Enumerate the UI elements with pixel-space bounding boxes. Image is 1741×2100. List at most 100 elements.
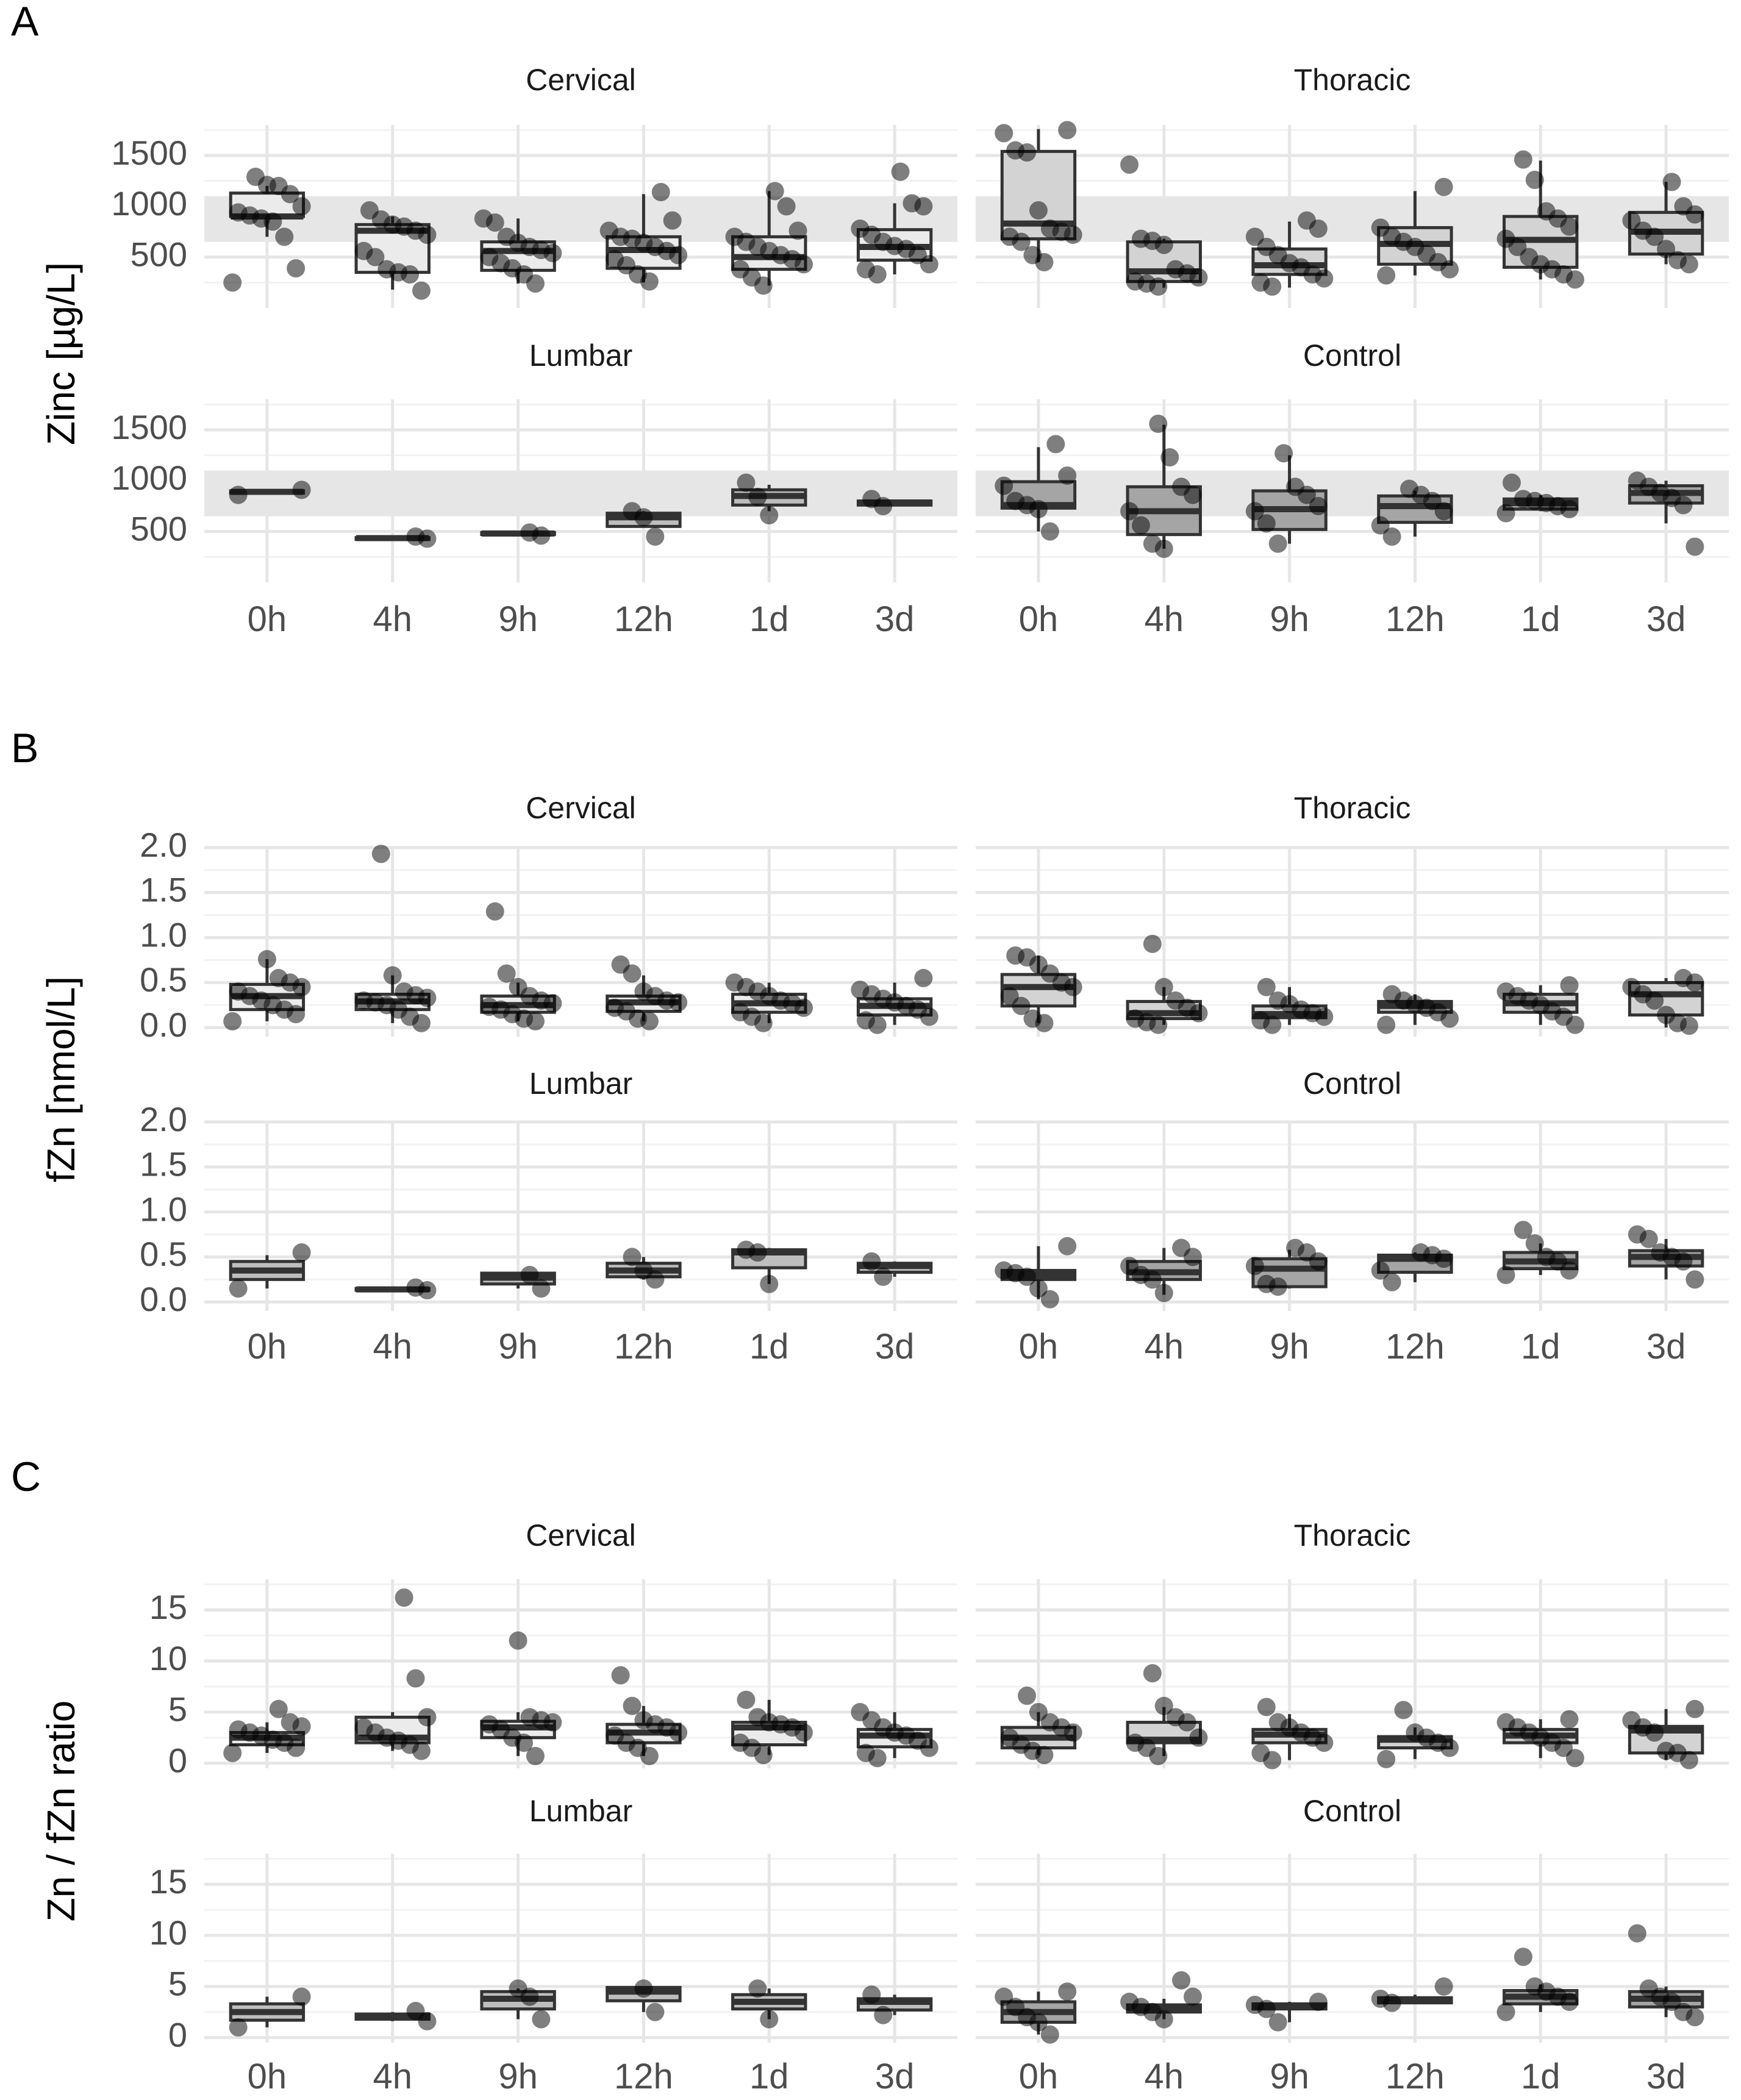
data-point: [406, 527, 425, 546]
data-point: [509, 1979, 527, 1998]
data-point: [851, 980, 870, 999]
box-group: [1245, 444, 1328, 553]
box-group: [480, 523, 556, 545]
data-point: [1058, 1982, 1077, 2001]
data-point: [1371, 1261, 1390, 1280]
data-point: [1251, 1743, 1270, 1762]
data-point: [1268, 2013, 1287, 2032]
box-group: [1371, 479, 1453, 546]
box-group: [1628, 1225, 1704, 1289]
data-point: [229, 1279, 248, 1298]
y-tick-label: 1000: [111, 184, 187, 223]
data-point: [1000, 987, 1019, 1005]
data-point: [480, 998, 499, 1016]
data-point: [737, 1690, 756, 1709]
data-point: [1245, 1996, 1264, 2014]
data-point: [663, 211, 682, 230]
y-tick-label: 2.0: [140, 826, 187, 864]
data-point: [1149, 415, 1168, 433]
x-tick-label: 9h: [498, 1327, 538, 1366]
data-point: [1525, 1977, 1544, 1996]
y-tick-label: 0.0: [140, 1280, 187, 1318]
data-point: [480, 248, 499, 266]
data-point: [1143, 934, 1162, 953]
data-point: [1120, 155, 1139, 174]
data-point: [1394, 1701, 1413, 1720]
data-point: [903, 194, 921, 213]
data-point: [777, 197, 796, 216]
data-point: [1525, 171, 1544, 189]
data-point: [1245, 227, 1264, 246]
box-group: [1120, 1971, 1203, 2029]
data-point: [623, 502, 642, 521]
data-point: [485, 902, 504, 921]
facet-thoracic: Thoracic: [976, 791, 1729, 1037]
data-point: [760, 506, 779, 524]
data-point: [354, 241, 373, 260]
y-axis-label: fZn [nmol/L]: [39, 976, 83, 1182]
data-point: [1537, 202, 1556, 221]
data-point: [520, 1708, 539, 1727]
data-point: [412, 281, 431, 300]
data-point: [229, 485, 248, 504]
x-tick-label: 9h: [498, 2057, 538, 2096]
data-point: [851, 220, 870, 238]
reference-band: [204, 470, 957, 516]
box-group: [229, 1243, 311, 1298]
facet-cervical: Cervical 0 5 10 15: [149, 1518, 957, 1779]
x-tick-label: 12h: [614, 1327, 673, 1366]
data-point: [1058, 1237, 1077, 1255]
y-tick-label: 1500: [111, 408, 187, 446]
data-point: [1371, 218, 1390, 237]
x-tick-label: 3d: [1646, 599, 1686, 639]
data-point: [862, 490, 881, 509]
box-group: [856, 490, 933, 515]
data-point: [1251, 273, 1270, 292]
data-point: [1257, 1274, 1276, 1293]
data-point: [275, 227, 294, 246]
data-point: [1434, 1977, 1453, 1996]
facet-title: Lumbar: [529, 1794, 633, 1828]
data-point: [731, 1734, 749, 1752]
box-group: [851, 969, 938, 1034]
data-point: [1126, 1009, 1145, 1028]
data-point: [914, 969, 933, 988]
data-point: [891, 162, 910, 181]
data-point: [1040, 220, 1059, 238]
x-tick-label: 0h: [248, 2057, 287, 2096]
box-group: [1126, 934, 1208, 1034]
data-point: [1496, 229, 1515, 248]
data-point: [1023, 246, 1042, 265]
facet-thoracic: Thoracic: [976, 1518, 1729, 1770]
data-point: [520, 1265, 539, 1284]
x-tick-label: 0h: [1019, 599, 1059, 639]
box-group: [1371, 177, 1459, 285]
data-point: [1651, 1243, 1670, 1262]
box-group: [1496, 150, 1584, 289]
data-point: [287, 259, 306, 277]
data-point: [1657, 240, 1676, 259]
data-point: [646, 2002, 665, 2021]
box-group: [599, 183, 688, 291]
y-tick-label: 10: [149, 1913, 187, 1952]
box-group: [223, 1699, 311, 1762]
data-point: [292, 1987, 311, 2006]
data-point: [520, 523, 539, 542]
data-point: [1411, 1243, 1430, 1262]
data-point: [1297, 211, 1316, 230]
box-group: [480, 902, 562, 1030]
data-point: [509, 1631, 527, 1650]
box-group: [1126, 1664, 1208, 1765]
box-group: [1000, 1687, 1082, 1765]
data-point: [229, 2018, 248, 2037]
data-point: [406, 1278, 425, 1297]
data-point: [292, 480, 311, 499]
data-point: [1686, 1270, 1704, 1289]
data-point: [1251, 1011, 1270, 1030]
y-tick-label: 15: [149, 1588, 187, 1626]
data-point: [1496, 504, 1515, 523]
x-tick-label: 1d: [749, 599, 789, 639]
data-point: [1514, 150, 1532, 169]
data-point: [634, 982, 653, 1001]
data-point: [1274, 444, 1293, 463]
